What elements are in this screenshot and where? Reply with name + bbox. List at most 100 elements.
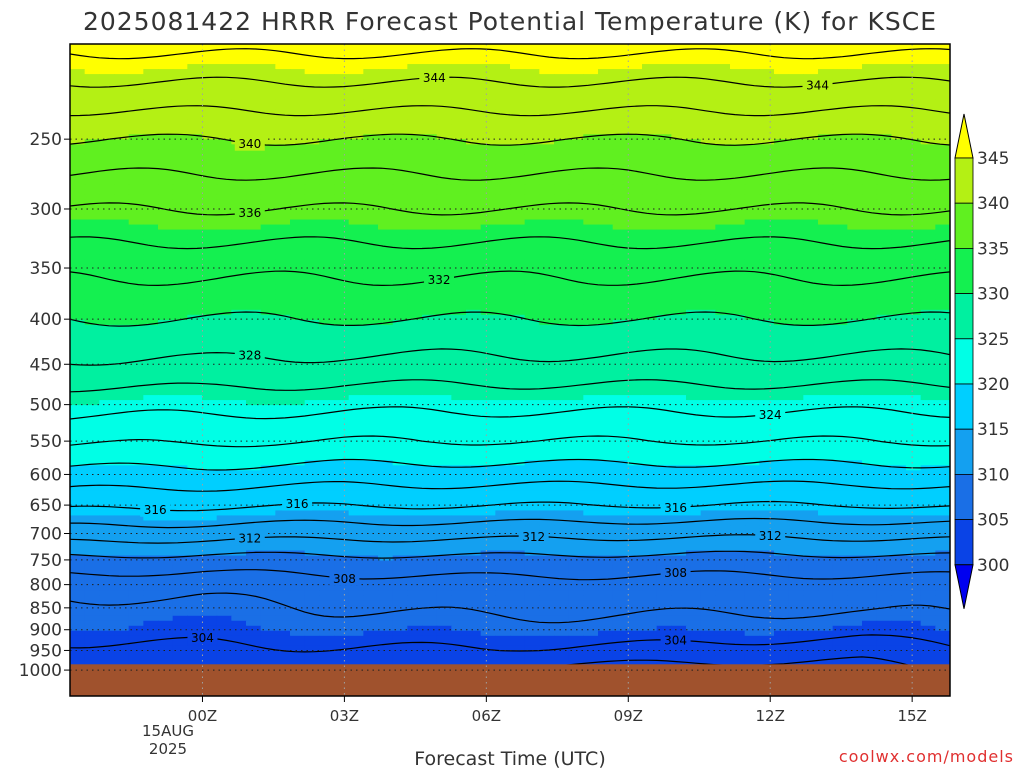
field-cell: [744, 129, 760, 135]
field-cell: [407, 430, 423, 436]
field-cell: [495, 324, 511, 331]
field-cell: [275, 219, 291, 226]
field-cell: [818, 304, 834, 311]
field-cell: [803, 229, 819, 236]
field-cell: [495, 344, 511, 351]
field-cell: [583, 410, 599, 416]
field-cell: [246, 84, 262, 90]
field-cell: [187, 400, 203, 406]
field-cell: [524, 299, 540, 306]
field-cell: [847, 279, 863, 286]
field-cell: [348, 109, 364, 115]
field-cell: [231, 224, 247, 231]
field-cell: [803, 94, 819, 100]
field-cell: [422, 184, 438, 191]
field-cell: [348, 209, 364, 216]
field-cell: [128, 274, 144, 281]
field-cell: [158, 274, 174, 281]
field-cell: [686, 199, 702, 206]
field-cell: [803, 274, 819, 281]
field-cell: [539, 334, 555, 341]
field-cell: [128, 405, 144, 411]
field-cell: [568, 425, 584, 431]
field-cell: [759, 450, 775, 456]
field-cell: [788, 89, 804, 95]
field-cell: [158, 74, 174, 80]
field-cell: [744, 455, 760, 461]
field-cell: [422, 304, 438, 311]
field-cell: [862, 344, 878, 351]
field-cell: [495, 359, 511, 366]
field-cell: [598, 169, 614, 175]
field-cell: [84, 104, 100, 110]
field-cell: [495, 204, 511, 211]
field-cell: [158, 194, 174, 201]
field-cell: [407, 204, 423, 211]
field-cell: [99, 204, 115, 211]
field-cell: [158, 334, 174, 341]
field-cell: [128, 234, 144, 241]
field-cell: [876, 134, 892, 140]
field-cell: [539, 289, 555, 296]
field-cell: [554, 370, 570, 376]
field-cell: [231, 430, 247, 436]
field-cell: [700, 304, 716, 311]
field-cell: [832, 199, 848, 206]
field-cell: [319, 284, 335, 291]
field-cell: [803, 54, 819, 60]
field-cell: [598, 154, 614, 160]
field-cell: [334, 139, 350, 145]
field-cell: [891, 405, 907, 411]
field-cell: [363, 209, 379, 216]
field-cell: [847, 410, 863, 416]
field-cell: [84, 164, 100, 170]
field-cell: [363, 179, 379, 186]
field-cell: [744, 264, 760, 271]
field-cell: [260, 164, 276, 170]
field-cell: [627, 445, 643, 451]
field-cell: [612, 179, 628, 186]
field-cell: [334, 209, 350, 216]
field-cell: [862, 104, 878, 110]
field-cell: [583, 425, 599, 431]
field-cell: [642, 119, 658, 125]
field-cell: [832, 124, 848, 130]
field-cell: [627, 139, 643, 145]
field-cell: [187, 74, 203, 80]
field-cell: [583, 264, 599, 271]
field-cell: [700, 385, 716, 391]
field-cell: [407, 264, 423, 271]
field-cell: [304, 249, 320, 256]
field-cell: [172, 445, 188, 451]
field-cell: [656, 455, 672, 461]
field-cell: [334, 324, 350, 331]
field-cell: [348, 244, 364, 251]
field-cell: [495, 370, 511, 376]
field-cell: [99, 450, 115, 456]
field-cell: [891, 380, 907, 386]
field-cell: [700, 274, 716, 281]
field-cell: [114, 204, 130, 211]
field-cell: [99, 154, 115, 160]
field-cell: [510, 199, 526, 206]
field-cell: [392, 139, 408, 145]
field-cell: [686, 239, 702, 246]
field-cell: [818, 194, 834, 201]
field-cell: [612, 49, 628, 55]
field-cell: [935, 324, 950, 331]
field-cell: [128, 129, 144, 135]
field-cell: [99, 129, 115, 135]
field-cell: [202, 314, 218, 321]
field-cell: [788, 385, 804, 391]
field-cell: [524, 259, 540, 266]
field-cell: [70, 319, 86, 326]
field-cell: [906, 329, 922, 336]
field-cell: [539, 129, 555, 135]
field-cell: [158, 49, 174, 55]
field-cell: [715, 324, 731, 331]
field-cell: [876, 199, 892, 206]
field-cell: [642, 219, 658, 226]
field-cell: [407, 370, 423, 376]
field-cell: [612, 149, 628, 155]
field-cell: [671, 199, 687, 206]
